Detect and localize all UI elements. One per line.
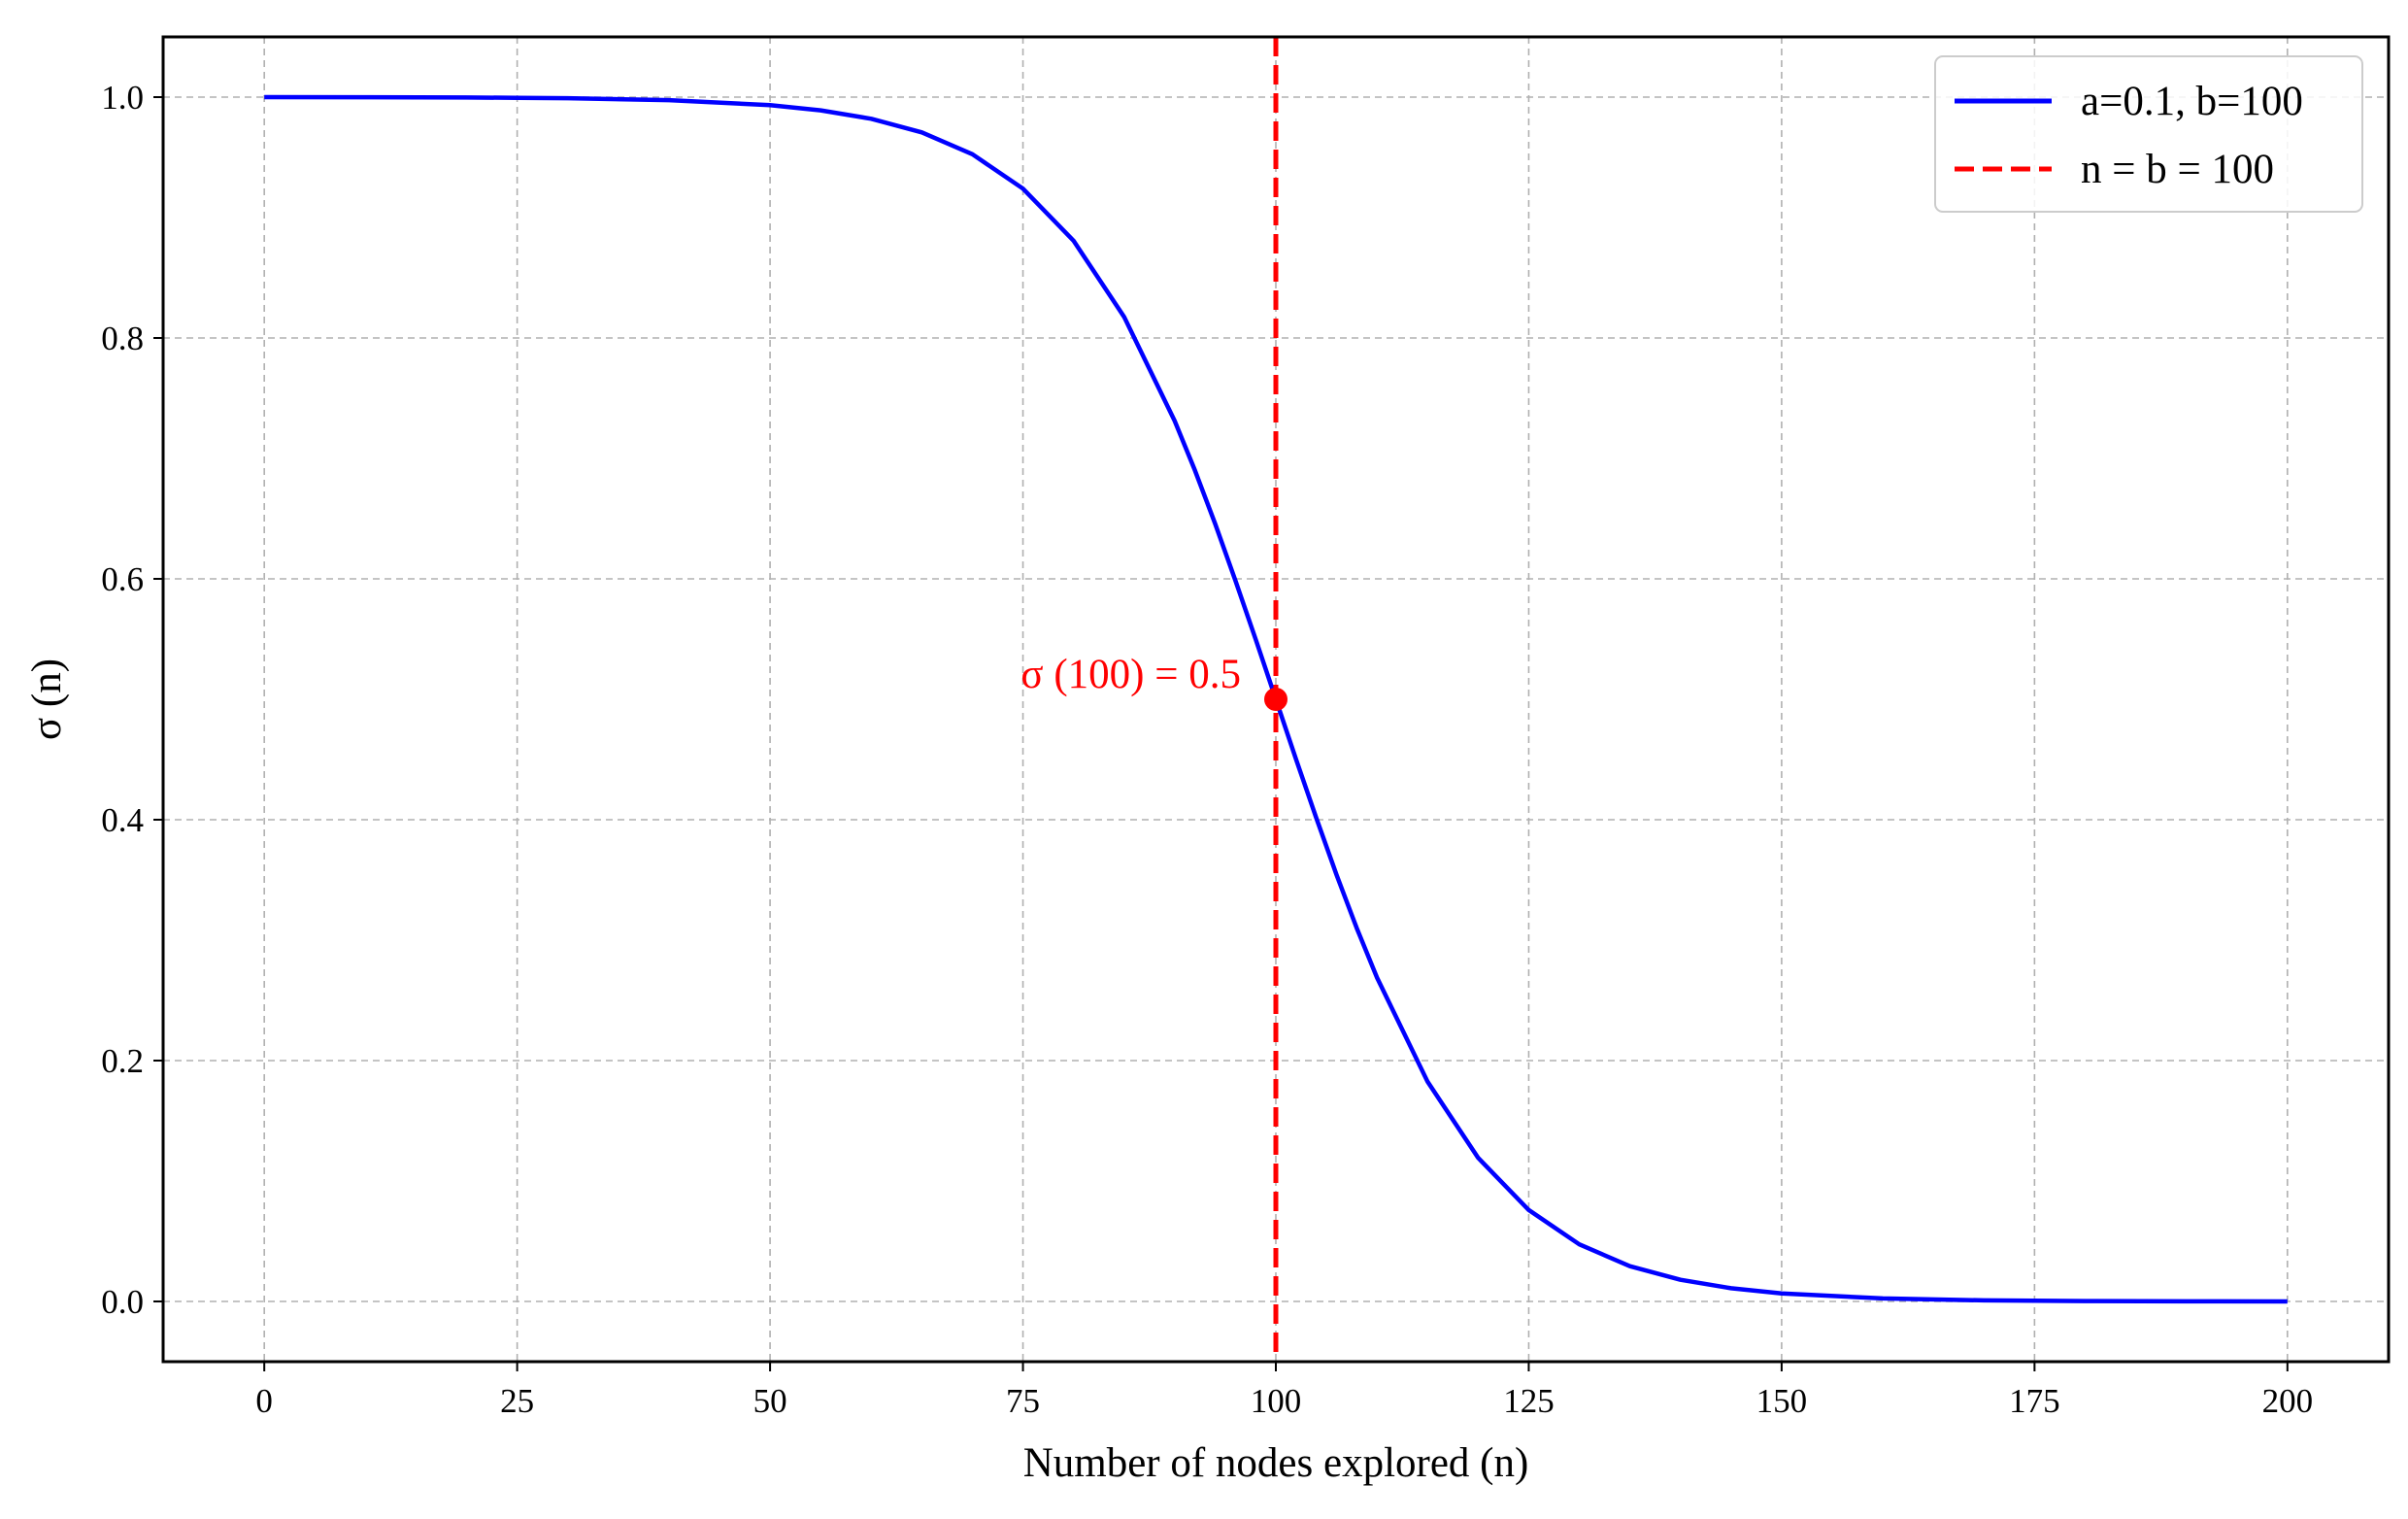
y-axis-label: σ (n) (24, 658, 70, 740)
legend-box (1934, 55, 2363, 213)
y-tick-label: 0.8 (101, 320, 144, 357)
x-tick-label: 50 (753, 1382, 787, 1420)
series-layer: σ (100) = 0.5 (264, 37, 2288, 1362)
y-tick-label: 1.0 (101, 79, 144, 117)
legend: a=0.1, b=100 n = b = 100 (1934, 55, 2363, 213)
x-tick-label: 75 (1006, 1382, 1040, 1420)
y-tick-label: 0.4 (101, 801, 144, 839)
legend-label: a=0.1, b=100 (2081, 79, 2303, 124)
x-axis-label: Number of nodes explored (n) (1023, 1440, 1529, 1486)
x-tick-label: 150 (1756, 1382, 1808, 1420)
x-tick-label: 25 (500, 1382, 534, 1420)
y-tick-label: 0.6 (101, 560, 144, 598)
x-tick-label: 175 (2009, 1382, 2060, 1420)
y-tick-label: 0.2 (101, 1042, 144, 1080)
ticks: 0 25 50 75 100 125 150 175 200 0.0 0.2 0.4 0.6 0.8 1.0 (101, 79, 2313, 1420)
x-tick-label: 0 (255, 1382, 273, 1420)
annotation-point (1264, 688, 1288, 711)
annotation-label: σ (100) = 0.5 (1020, 652, 1241, 697)
legend-label: n = b = 100 (2081, 147, 2274, 192)
y-tick-label: 0.0 (101, 1283, 144, 1321)
x-tick-label: 125 (1503, 1382, 1555, 1420)
x-tick-label: 200 (2262, 1382, 2314, 1420)
x-tick-label: 100 (1251, 1382, 1302, 1420)
